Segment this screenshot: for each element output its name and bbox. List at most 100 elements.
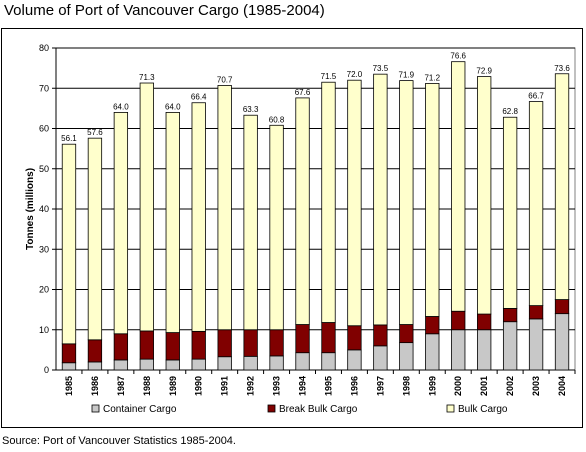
x-tick-label: 1995 — [323, 376, 333, 396]
bar-segment-container — [451, 329, 466, 371]
bar-segment-bulk — [217, 85, 232, 331]
x-tick-label: 1994 — [298, 376, 308, 396]
bar-segment-breakbulk — [113, 333, 129, 361]
total-data-label: 67.6 — [295, 88, 311, 97]
x-tick-label: 1988 — [142, 376, 152, 396]
total-data-label: 73.6 — [554, 64, 570, 73]
bar-segment-bulk — [451, 61, 466, 312]
bar-segment-container — [321, 352, 336, 371]
legend-label: Break Bulk Cargo — [279, 404, 358, 415]
stacked-bar-chart: 0 10 20 30 40 50 60 70 80 Tonnes (millions) 56.1 19… — [25, 43, 576, 415]
bar-segment-container — [295, 352, 310, 371]
x-tick-label: 1997 — [375, 376, 385, 396]
total-data-label: 72.0 — [347, 70, 363, 79]
bar-segment-breakbulk — [321, 322, 336, 354]
total-data-label: 63.3 — [243, 105, 259, 114]
bar-segment-container — [399, 342, 414, 371]
x-tick-label: 2000 — [453, 376, 463, 396]
bar-segment-bulk — [347, 79, 362, 327]
total-data-label: 66.4 — [191, 93, 207, 102]
bar-segment-bulk — [165, 112, 180, 333]
x-tick-label: 2001 — [479, 376, 489, 396]
total-data-label: 71.9 — [399, 71, 415, 80]
bar-segment-bulk — [528, 101, 544, 307]
bar-segment-container — [425, 333, 440, 371]
x-tick-label: 2002 — [505, 376, 515, 396]
bar-segment-breakbulk — [554, 299, 570, 315]
x-tick-label: 1999 — [427, 376, 437, 396]
bar-segment-bulk — [269, 124, 284, 331]
x-tick-label: 1986 — [90, 376, 100, 396]
x-tick-label: 2004 — [557, 376, 567, 396]
bar-segment-bulk — [399, 80, 414, 325]
bar-segment-breakbulk — [269, 329, 284, 357]
x-tick-label: 1987 — [116, 376, 126, 396]
bar-segment-breakbulk — [373, 324, 388, 347]
x-tick-label: 2003 — [531, 376, 541, 396]
total-data-label: 71.3 — [139, 73, 155, 82]
bar-segment-breakbulk — [502, 308, 518, 323]
bar-segment-breakbulk — [243, 329, 258, 357]
bar-segment-breakbulk — [347, 325, 362, 351]
bar-segment-bulk — [321, 81, 336, 323]
total-data-label: 76.6 — [450, 52, 466, 61]
y-tick-label: 30 — [39, 244, 49, 254]
bar-segment-breakbulk — [528, 305, 544, 320]
y-tick-label: 60 — [39, 124, 49, 134]
bar-segment-container — [113, 359, 129, 371]
bar-segment-breakbulk — [191, 330, 206, 360]
y-tick-label: 80 — [39, 43, 49, 53]
bar-segment-bulk — [554, 73, 570, 300]
total-data-label: 66.7 — [528, 92, 544, 101]
bar-segment-bulk — [87, 137, 103, 341]
total-data-label: 64.0 — [165, 102, 181, 111]
x-tick-label: 1998 — [401, 376, 411, 396]
bar-segment-container — [502, 321, 518, 371]
y-tick-label: 40 — [39, 204, 49, 214]
bar-segment-breakbulk — [399, 324, 414, 344]
bar-segment-breakbulk — [477, 313, 492, 331]
bar-segment-container — [61, 362, 77, 371]
x-tick-label: 1990 — [194, 376, 204, 396]
x-tick-label: 1993 — [272, 376, 282, 396]
bar-segment-breakbulk — [295, 324, 310, 354]
bar-segment-container — [243, 355, 258, 371]
bar-segment-breakbulk — [61, 343, 77, 364]
total-data-label: 71.5 — [321, 72, 337, 81]
bar-segment-container — [554, 313, 570, 371]
bar-segment-container — [217, 356, 232, 371]
bar-segment-bulk — [61, 143, 77, 345]
bar-segment-breakbulk — [451, 310, 466, 331]
x-tick-label: 1991 — [220, 376, 230, 396]
bar-segment-container — [373, 345, 388, 371]
bar-segment-container — [191, 358, 206, 371]
bar-segment-breakbulk — [217, 329, 232, 358]
x-tick-label: 1996 — [349, 376, 359, 396]
total-data-label: 56.1 — [61, 134, 77, 143]
total-data-label: 72.9 — [476, 67, 492, 76]
legend-swatch-bulk — [446, 404, 455, 413]
x-tick-label: 1985 — [64, 376, 74, 396]
y-axis-label: Tonnes (millions) — [25, 168, 36, 250]
bar-segment-container — [139, 358, 154, 371]
legend-swatch-breakbulk — [267, 404, 276, 413]
total-data-label: 73.5 — [373, 64, 389, 73]
x-tick-label: 1989 — [168, 376, 178, 396]
bar-segment-bulk — [295, 97, 310, 325]
bar-segment-bulk — [191, 102, 206, 332]
y-tick-label: 20 — [39, 285, 49, 295]
bar-segment-bulk — [113, 112, 129, 335]
legend-label: Bulk Cargo — [458, 404, 508, 415]
bar-segment-container — [528, 318, 544, 371]
x-tick-label: 1992 — [246, 376, 256, 396]
bar-segment-container — [269, 355, 284, 371]
source-note: Source: Port of Vancouver Statistics 198… — [2, 435, 236, 447]
bar-segment-bulk — [502, 116, 518, 309]
bar-segment-breakbulk — [425, 316, 440, 335]
total-data-label: 71.2 — [424, 73, 440, 82]
total-data-label: 70.7 — [217, 75, 233, 84]
bar-segment-bulk — [139, 82, 154, 332]
total-data-label: 60.8 — [269, 115, 285, 124]
bar-segment-container — [87, 361, 103, 371]
total-data-label: 62.8 — [502, 107, 518, 116]
